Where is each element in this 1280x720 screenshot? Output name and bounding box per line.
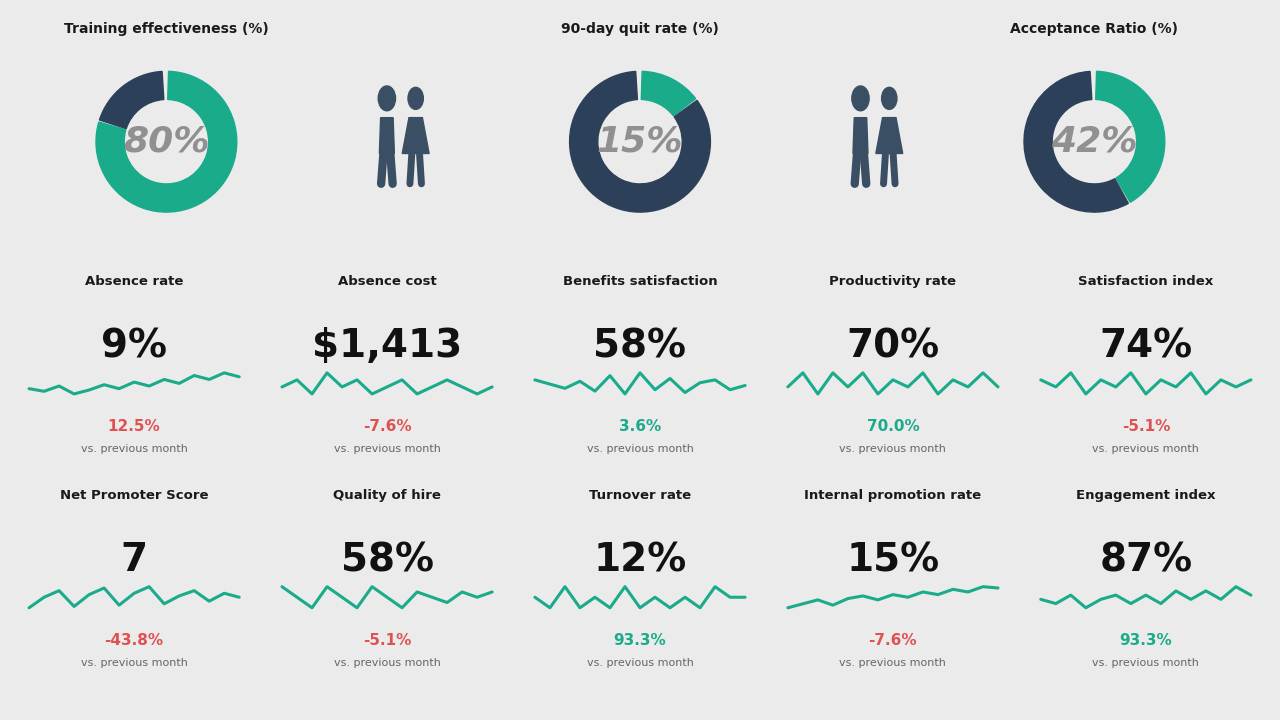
Polygon shape — [402, 117, 429, 153]
Text: 70.0%: 70.0% — [867, 419, 919, 434]
Text: vs. previous month: vs. previous month — [334, 658, 440, 668]
Text: -43.8%: -43.8% — [105, 633, 164, 648]
Circle shape — [882, 87, 897, 109]
Text: Turnover rate: Turnover rate — [589, 489, 691, 502]
Polygon shape — [876, 117, 902, 153]
Polygon shape — [852, 117, 868, 153]
Text: -7.6%: -7.6% — [869, 633, 918, 648]
Wedge shape — [570, 71, 710, 212]
Text: Training effectiveness (%): Training effectiveness (%) — [64, 22, 269, 36]
Wedge shape — [641, 71, 695, 116]
Text: 93.3%: 93.3% — [1120, 633, 1172, 648]
Text: vs. previous month: vs. previous month — [1092, 658, 1199, 668]
Text: $1,413: $1,413 — [312, 327, 462, 365]
Text: 9%: 9% — [101, 327, 168, 365]
Text: Benefits satisfaction: Benefits satisfaction — [563, 275, 717, 288]
Text: 74%: 74% — [1100, 327, 1193, 365]
Text: Satisfaction index: Satisfaction index — [1078, 275, 1213, 288]
Text: 58%: 58% — [594, 327, 686, 365]
Text: 15%: 15% — [846, 541, 940, 579]
Circle shape — [852, 86, 869, 111]
Wedge shape — [1024, 71, 1128, 212]
Text: vs. previous month: vs. previous month — [586, 658, 694, 668]
Text: -5.1%: -5.1% — [364, 633, 411, 648]
Text: 70%: 70% — [846, 327, 940, 365]
Text: vs. previous month: vs. previous month — [840, 444, 946, 454]
Text: vs. previous month: vs. previous month — [81, 658, 188, 668]
Text: 12%: 12% — [594, 541, 686, 579]
Circle shape — [408, 87, 424, 109]
Text: 90-day quit rate (%): 90-day quit rate (%) — [561, 22, 719, 36]
Polygon shape — [379, 117, 394, 153]
Text: vs. previous month: vs. previous month — [334, 444, 440, 454]
Text: vs. previous month: vs. previous month — [840, 658, 946, 668]
Text: Acceptance Ratio (%): Acceptance Ratio (%) — [1010, 22, 1179, 36]
Text: Engagement index: Engagement index — [1076, 489, 1216, 502]
Text: 7: 7 — [120, 541, 147, 579]
Text: Productivity rate: Productivity rate — [829, 275, 956, 288]
Text: 80%: 80% — [123, 125, 210, 158]
Text: -5.1%: -5.1% — [1121, 419, 1170, 434]
Text: Net Promoter Score: Net Promoter Score — [60, 489, 209, 502]
Text: 87%: 87% — [1100, 541, 1193, 579]
Text: Absence rate: Absence rate — [84, 275, 183, 288]
Text: vs. previous month: vs. previous month — [586, 444, 694, 454]
Text: 3.6%: 3.6% — [618, 419, 662, 434]
Text: 42%: 42% — [1051, 125, 1138, 158]
Text: vs. previous month: vs. previous month — [1092, 444, 1199, 454]
Text: Absence cost: Absence cost — [338, 275, 436, 288]
Circle shape — [379, 86, 396, 111]
Text: Quality of hire: Quality of hire — [333, 489, 442, 502]
Wedge shape — [100, 71, 164, 129]
Text: 15%: 15% — [596, 125, 684, 158]
Text: 12.5%: 12.5% — [108, 419, 160, 434]
Text: -7.6%: -7.6% — [362, 419, 411, 434]
Text: Internal promotion rate: Internal promotion rate — [804, 489, 982, 502]
Text: vs. previous month: vs. previous month — [81, 444, 188, 454]
Text: 58%: 58% — [340, 541, 434, 579]
Wedge shape — [96, 71, 237, 212]
Polygon shape — [883, 117, 895, 134]
Wedge shape — [1096, 71, 1165, 202]
Text: 93.3%: 93.3% — [613, 633, 667, 648]
Polygon shape — [410, 117, 421, 134]
